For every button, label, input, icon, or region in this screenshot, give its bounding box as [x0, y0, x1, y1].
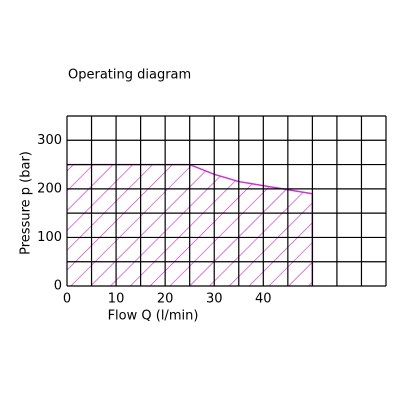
x-tick-label: 20: [157, 292, 174, 307]
x-tick-label: 10: [108, 292, 125, 307]
x-tick-label: 40: [255, 292, 272, 307]
y-tick-label: 100: [37, 230, 62, 245]
y-axis-label: Pressure p (bar): [19, 151, 34, 255]
y-tick-label: 300: [37, 133, 62, 148]
y-tick-label: 0: [54, 279, 62, 294]
x-tick-label: 30: [206, 292, 223, 307]
y-tick-label: 200: [37, 181, 62, 196]
chart-title: Operating diagram: [68, 68, 191, 83]
x-axis-label: Flow Q (l/min): [108, 309, 199, 324]
x-tick-label: 0: [63, 292, 71, 307]
